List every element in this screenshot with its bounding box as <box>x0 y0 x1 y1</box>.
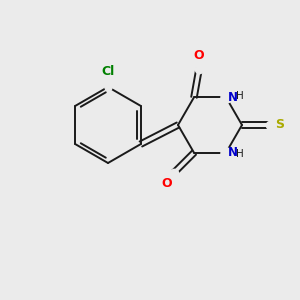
Text: N: N <box>228 146 238 159</box>
Text: H: H <box>236 149 244 159</box>
Text: N: N <box>228 91 238 104</box>
Text: H: H <box>236 91 244 101</box>
Text: O: O <box>194 49 204 62</box>
Text: O: O <box>162 177 172 190</box>
Text: Cl: Cl <box>101 65 115 78</box>
Text: S: S <box>275 118 284 131</box>
